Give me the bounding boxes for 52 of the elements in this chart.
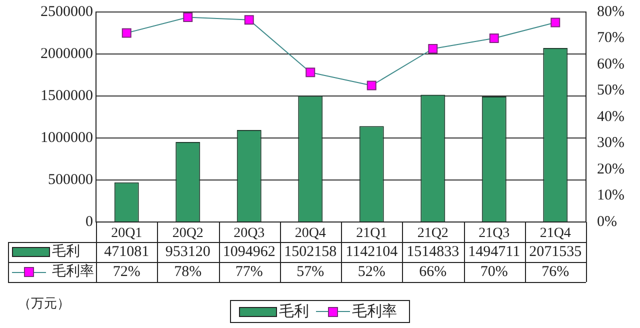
y2-tick-label: 10% [597,188,624,204]
legend-label: 毛利 [52,244,80,260]
data-label: 1094962 [222,244,276,260]
point [183,12,193,22]
y2-tick-label: 60% [597,56,624,72]
data-label: 1142104 [346,244,398,260]
y2-tick-label: 20% [597,161,624,178]
y-tick-label: 1000000 [40,130,93,146]
y2-tick-label: 0% [597,214,617,230]
data-label: 78% [174,264,202,280]
data-label: 471081 [104,244,150,260]
x-tick-label: 21Q4 [540,226,571,242]
data-label: 72% [112,264,140,280]
data-label: 1514833 [406,244,460,260]
y-tick-label: 1500000 [40,88,93,104]
y-tick-label: 2000000 [40,46,93,62]
point [366,80,376,90]
y-tick-label: 2500000 [40,4,93,20]
y-tick-label: 500000 [48,172,93,188]
x-tick-label: 21Q1 [356,226,388,242]
y2-tick-label: 30% [597,135,624,152]
data-label: 1502158 [284,244,337,260]
data-label: 76% [542,264,570,280]
x-tick-label: 20Q3 [234,226,265,242]
x-tick-label: 21Q2 [417,226,448,242]
x-tick-label: 20Q4 [294,226,326,242]
data-label: 953120 [165,244,210,260]
point [306,68,316,78]
text: （万元） [18,295,70,310]
point [489,34,499,43]
legend-label: 毛利率 [52,264,94,280]
data-label: 66% [419,264,447,280]
point [550,18,560,28]
y2-tick-label: 80% [597,4,624,20]
y2-tick-label: 50% [597,82,624,99]
point [428,44,438,54]
y-tick-label: 0 [86,214,93,230]
text: 毛利 [279,304,309,320]
x-tick-label: 20Q1 [111,226,142,242]
data-label: 70% [480,264,508,280]
y2-tick-label: 70% [597,30,624,46]
data-label: 57% [296,264,324,280]
data-label: 52% [358,264,386,280]
x-tick-label: 21Q3 [478,226,510,242]
point [244,15,254,25]
y2-tick-label: 40% [597,108,624,125]
data-label: 2071535 [529,244,582,260]
data-label: 1494711 [468,244,520,260]
x-tick-label: 20Q2 [172,226,204,242]
text: 毛利率 [352,304,397,320]
data-label: 77% [235,264,263,280]
point [122,28,132,38]
